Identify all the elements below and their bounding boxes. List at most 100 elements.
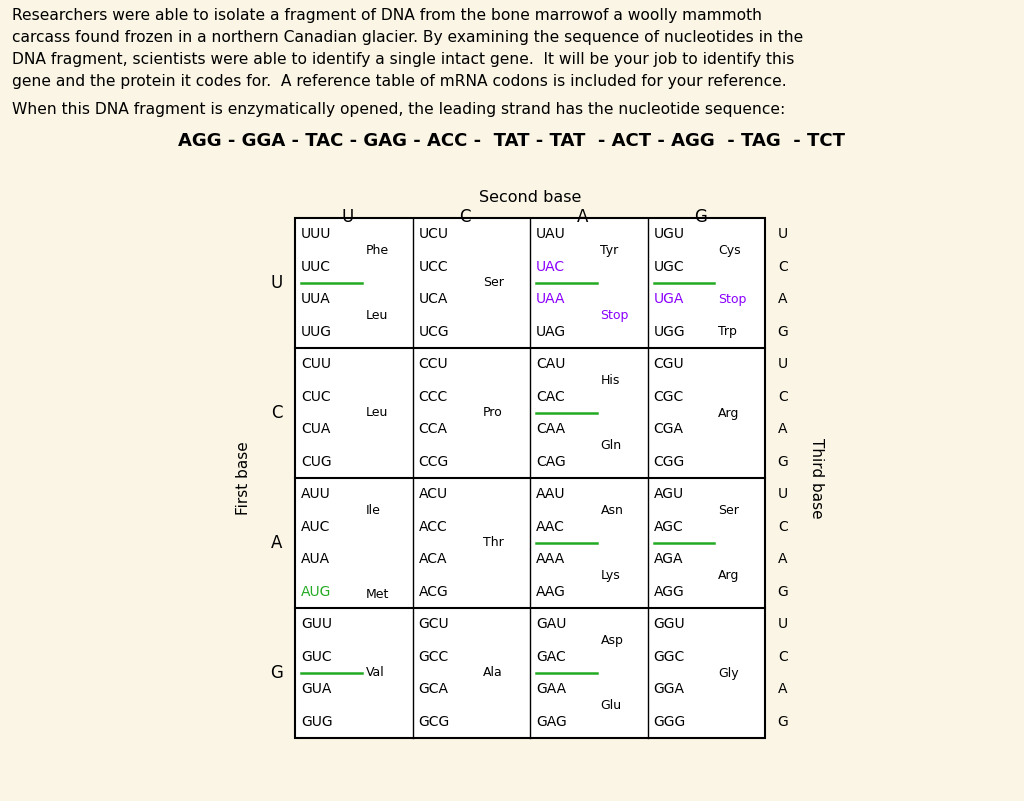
Text: A: A: [578, 208, 589, 226]
Text: UAG: UAG: [536, 324, 566, 339]
Text: CCU: CCU: [419, 357, 449, 371]
Text: A: A: [778, 552, 787, 566]
Text: CGC: CGC: [653, 390, 684, 404]
Text: UAC: UAC: [536, 260, 565, 274]
Text: Arg: Arg: [718, 569, 739, 582]
Text: Thr: Thr: [483, 537, 504, 549]
Text: A: A: [778, 422, 787, 437]
Text: GAG: GAG: [536, 714, 566, 729]
Text: First base: First base: [236, 441, 251, 515]
Text: U: U: [271, 274, 283, 292]
Text: GAU: GAU: [536, 618, 566, 631]
Text: UCA: UCA: [419, 292, 447, 306]
Text: CAU: CAU: [536, 357, 565, 371]
Text: GUA: GUA: [301, 682, 332, 696]
Text: His: His: [600, 374, 620, 387]
Text: C: C: [460, 208, 471, 226]
Text: ACU: ACU: [419, 487, 447, 501]
Text: GAA: GAA: [536, 682, 566, 696]
Text: Asp: Asp: [600, 634, 624, 647]
Text: C: C: [778, 260, 787, 274]
Text: Cys: Cys: [718, 244, 740, 257]
Text: AGG: AGG: [653, 585, 684, 599]
Text: Ile: Ile: [366, 504, 380, 517]
Text: UAA: UAA: [536, 292, 565, 306]
Text: Ser: Ser: [718, 504, 739, 517]
Text: CCG: CCG: [419, 455, 449, 469]
Text: GGU: GGU: [653, 618, 685, 631]
Text: UUU: UUU: [301, 227, 332, 241]
Text: Third base: Third base: [810, 437, 824, 518]
Text: ACC: ACC: [419, 520, 447, 533]
Text: UUC: UUC: [301, 260, 331, 274]
Text: AGU: AGU: [653, 487, 684, 501]
Text: UUA: UUA: [301, 292, 331, 306]
Text: AGG - GGA - TAC - GAG - ACC -  TAT - TAT  - ACT - AGG  - TAG  - TCT: AGG - GGA - TAC - GAG - ACC - TAT - TAT …: [178, 132, 846, 150]
Text: Leu: Leu: [366, 309, 388, 322]
Text: Ala: Ala: [483, 666, 503, 679]
Text: Tyr: Tyr: [600, 244, 618, 257]
Text: CAG: CAG: [536, 455, 565, 469]
Text: Researchers were able to isolate a fragment of DNA from the bone marrowof a wool: Researchers were able to isolate a fragm…: [12, 8, 762, 23]
Text: GGA: GGA: [653, 682, 684, 696]
Text: ACG: ACG: [419, 585, 449, 599]
Text: G: G: [777, 455, 788, 469]
Text: AAU: AAU: [536, 487, 565, 501]
Text: Phe: Phe: [366, 244, 389, 257]
Text: Glu: Glu: [600, 699, 622, 712]
Text: Second base: Second base: [479, 190, 582, 205]
Text: Gln: Gln: [600, 439, 622, 452]
Text: UGC: UGC: [653, 260, 684, 274]
Text: CUA: CUA: [301, 422, 331, 437]
Text: GCG: GCG: [419, 714, 450, 729]
Text: AUG: AUG: [301, 585, 332, 599]
Text: A: A: [271, 534, 283, 552]
Text: CCC: CCC: [419, 390, 447, 404]
Text: A: A: [778, 292, 787, 306]
Text: UCG: UCG: [419, 324, 450, 339]
Text: UAU: UAU: [536, 227, 565, 241]
Text: DNA fragment, scientists were able to identify a single intact gene.  It will be: DNA fragment, scientists were able to id…: [12, 52, 795, 67]
Text: AUA: AUA: [301, 552, 330, 566]
Text: C: C: [778, 520, 787, 533]
Text: GGC: GGC: [653, 650, 685, 664]
Text: AAG: AAG: [536, 585, 566, 599]
Text: U: U: [778, 357, 788, 371]
Text: AGC: AGC: [653, 520, 683, 533]
Text: GCA: GCA: [419, 682, 449, 696]
Text: CAA: CAA: [536, 422, 565, 437]
Text: CCA: CCA: [419, 422, 447, 437]
Text: Trp: Trp: [718, 325, 737, 338]
Text: CUU: CUU: [301, 357, 331, 371]
Text: GCC: GCC: [419, 650, 449, 664]
Text: CGA: CGA: [653, 422, 683, 437]
Text: CUG: CUG: [301, 455, 332, 469]
Text: C: C: [778, 650, 787, 664]
Text: AAC: AAC: [536, 520, 565, 533]
Text: GUC: GUC: [301, 650, 332, 664]
Text: GGG: GGG: [653, 714, 686, 729]
Text: AUC: AUC: [301, 520, 331, 533]
Text: AGA: AGA: [653, 552, 683, 566]
Text: GAC: GAC: [536, 650, 565, 664]
Text: Lys: Lys: [600, 569, 621, 582]
Bar: [295, 218, 765, 738]
Text: carcass found frozen in a northern Canadian glacier. By examining the sequence o: carcass found frozen in a northern Canad…: [12, 30, 803, 45]
Text: UCU: UCU: [419, 227, 449, 241]
Text: UGA: UGA: [653, 292, 684, 306]
Text: A: A: [778, 682, 787, 696]
Text: Met: Met: [366, 589, 389, 602]
Text: Stop: Stop: [600, 309, 629, 322]
Text: U: U: [778, 487, 788, 501]
Text: CAC: CAC: [536, 390, 565, 404]
Text: Stop: Stop: [718, 292, 746, 306]
Text: gene and the protein it codes for.  A reference table of mRNA codons is included: gene and the protein it codes for. A ref…: [12, 74, 786, 89]
Text: UGG: UGG: [653, 324, 685, 339]
Text: When this DNA fragment is enzymatically opened, the leading strand has the nucle: When this DNA fragment is enzymatically …: [12, 102, 785, 117]
Text: GUU: GUU: [301, 618, 332, 631]
Text: GCU: GCU: [419, 618, 450, 631]
Text: AUU: AUU: [301, 487, 331, 501]
Text: G: G: [777, 324, 788, 339]
Text: U: U: [778, 618, 788, 631]
Text: U: U: [342, 208, 354, 226]
